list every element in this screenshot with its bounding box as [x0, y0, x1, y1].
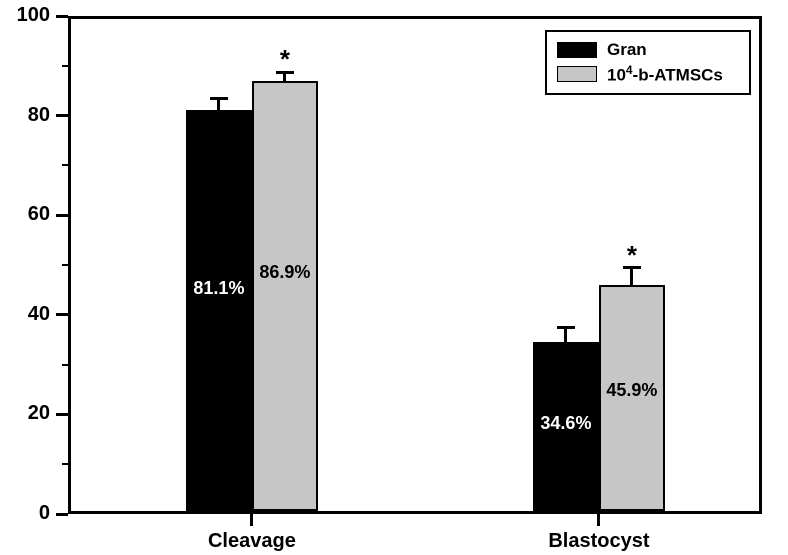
y-tick	[56, 413, 68, 416]
y-tick-label: 80	[0, 104, 50, 127]
y-tick	[56, 313, 68, 316]
legend-entry: Gran	[557, 40, 739, 60]
x-category-label: Blastocyst	[548, 530, 649, 553]
y-tick-label: 0	[0, 502, 50, 525]
axis-line	[68, 16, 71, 514]
legend: Gran 104-b-ATMSCs	[545, 30, 751, 95]
x-tick	[597, 514, 600, 526]
y-tick-label: 100	[0, 4, 50, 27]
error-bar	[564, 328, 567, 342]
significance-marker: *	[280, 44, 290, 75]
y-tick-label: 60	[0, 203, 50, 226]
legend-label: Gran	[607, 40, 647, 60]
bar-chart: 0 20 40 60 80 100 Cleavage Blastocyst 81.1% 86.9%…	[0, 0, 788, 555]
bar-value-label: 34.6%	[540, 413, 591, 434]
y-minor-tick	[62, 65, 68, 67]
bar	[252, 81, 318, 511]
error-bar-cap	[210, 97, 228, 100]
axis-line	[68, 511, 762, 514]
legend-swatch	[557, 42, 597, 58]
bar-value-label: 86.9%	[259, 262, 310, 283]
bar	[186, 110, 252, 511]
y-minor-tick	[62, 164, 68, 166]
y-minor-tick	[62, 364, 68, 366]
error-bar	[217, 99, 220, 110]
error-bar-cap	[557, 326, 575, 329]
axis-line	[68, 16, 762, 19]
significance-marker: *	[627, 240, 637, 271]
y-tick-label: 20	[0, 402, 50, 425]
legend-entry: 104-b-ATMSCs	[557, 63, 739, 86]
legend-swatch	[557, 66, 597, 82]
bar-value-label: 45.9%	[606, 380, 657, 401]
y-tick	[56, 513, 68, 516]
bar-value-label: 81.1%	[193, 278, 244, 299]
y-minor-tick	[62, 463, 68, 465]
y-tick	[56, 114, 68, 117]
y-tick-label: 40	[0, 303, 50, 326]
x-tick	[250, 514, 253, 526]
y-minor-tick	[62, 264, 68, 266]
y-tick	[56, 214, 68, 217]
y-tick	[56, 15, 68, 18]
legend-label: 104-b-ATMSCs	[607, 63, 723, 86]
x-category-label: Cleavage	[208, 530, 296, 553]
axis-line	[759, 16, 762, 514]
